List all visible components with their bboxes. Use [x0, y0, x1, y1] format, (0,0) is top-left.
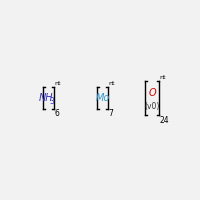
Text: O: O	[148, 88, 156, 98]
Text: 7: 7	[108, 109, 113, 118]
Text: 24: 24	[160, 116, 169, 125]
Text: (v0): (v0)	[144, 102, 160, 111]
Text: 6: 6	[54, 109, 59, 118]
Text: nt: nt	[160, 75, 166, 80]
Text: Mo: Mo	[95, 93, 110, 103]
Text: NH: NH	[39, 93, 54, 103]
Text: 3: 3	[49, 97, 54, 106]
Text: nt: nt	[54, 81, 61, 86]
Text: nt: nt	[108, 81, 115, 86]
